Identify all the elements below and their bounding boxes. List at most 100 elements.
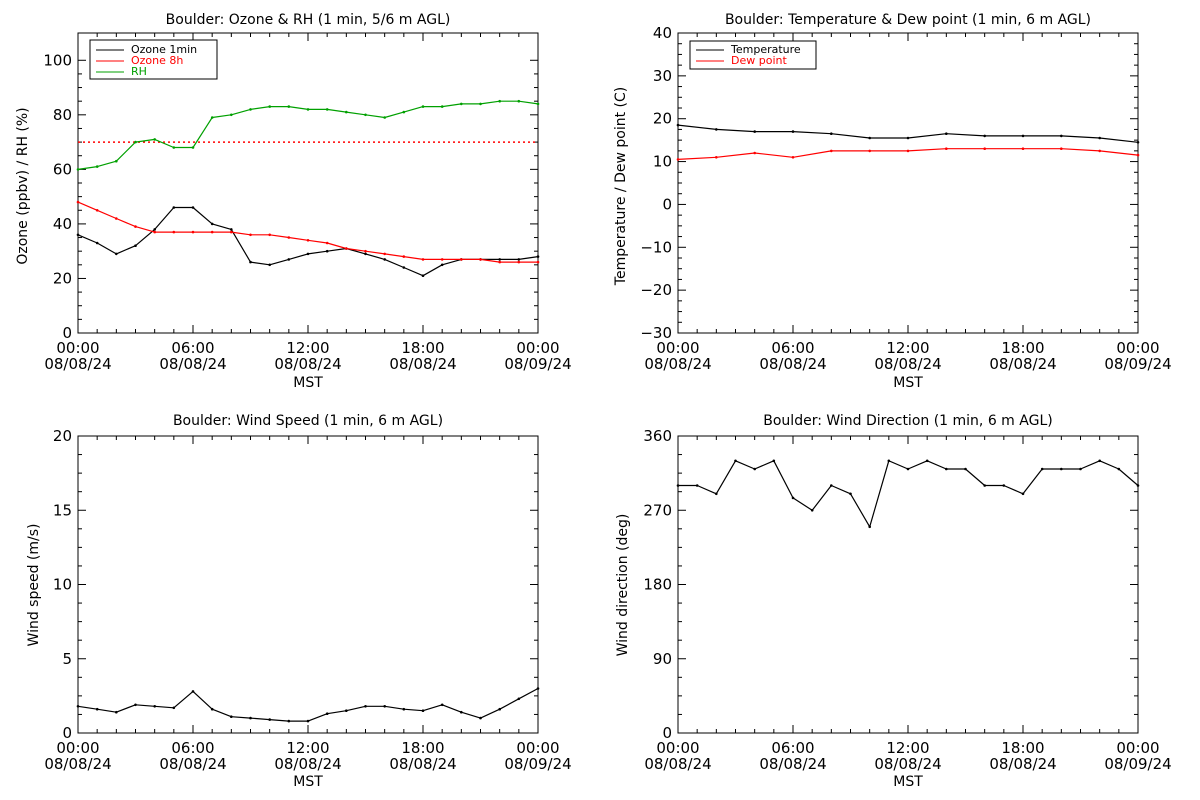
temperature-dewpoint-point-dew-point [983,147,986,150]
ozone-rh-point-rh [230,113,233,117]
wind-direction-point-series-0 [695,484,699,487]
wind-speed-x-tick-time: 06:00 [171,739,214,757]
ozone-rh-point-ozone-8h [383,252,387,256]
legend-label-temperature: Temperature [730,43,801,56]
ozone-rh-point-ozone-8h [325,241,329,245]
ozone-rh-x-tick-time: 00:00 [56,339,99,357]
wind-speed-point-series-0 [460,710,463,714]
wind-speed-point-series-0 [421,709,425,712]
ozone-rh-point-rh [134,140,137,144]
ozone-rh-point-rh [479,102,482,106]
wind-speed-point-series-0 [249,716,252,720]
temperature-dewpoint-point-temperature [1021,134,1025,138]
wind-direction-point-series-0 [1079,467,1082,471]
ozone-rh-point-ozone-1min [191,206,195,209]
temperature-dewpoint-point-dew-point [868,149,871,153]
wind-speed-point-series-0 [153,705,156,708]
temperature-dewpoint-point-dew-point [830,149,833,153]
wind-direction-ylabel: Wind direction (deg) [615,514,631,657]
temperature-dewpoint-point-temperature [1136,141,1140,144]
wind-speed-point-series-0 [479,716,482,720]
wind-direction-y-tick-label: 0 [662,724,672,742]
temperature-dewpoint-y-tick-label: −30 [640,324,672,342]
wind-direction-point-series-0 [810,509,814,512]
ozone-rh-point-ozone-1min [325,249,329,253]
wind-direction-point-series-0 [925,459,929,463]
ozone-rh-point-ozone-8h [402,255,406,258]
ozone-rh-point-ozone-1min [76,233,80,237]
wind-direction-point-series-0 [772,459,776,463]
ozone-rh-point-rh [325,108,329,111]
wind-speed-ylabel: Wind speed (m/s) [26,524,42,647]
legend-label-rh: RH [131,65,147,78]
wind-direction-point-series-0 [1117,467,1121,471]
wind-direction-point-series-0 [849,492,852,496]
ozone-rh-point-ozone-1min [383,258,387,261]
wind-direction-title: Boulder: Wind Direction (1 min, 6 m AGL) [763,413,1052,429]
ozone-rh-point-rh [268,105,272,108]
wind-speed-point-series-0 [230,715,233,718]
wind-speed-y-tick-label: 10 [53,576,72,594]
ozone-rh-point-rh [191,146,195,149]
wind-direction-x-tick-time: 06:00 [771,739,814,757]
temperature-dewpoint-panel: Boulder: Temperature & Dew point (1 min,… [613,12,1172,391]
ozone-rh-point-ozone-1min [95,241,99,245]
ozone-rh-x-tick-date: 08/09/24 [504,355,571,373]
temperature-dewpoint-point-temperature [753,130,756,133]
ozone-rh-point-rh [287,105,291,108]
ozone-rh-point-rh [421,105,425,108]
ozone-rh-point-ozone-8h [230,230,233,234]
ozone-rh-point-ozone-8h [76,200,80,204]
temperature-dewpoint-point-temperature [945,132,948,135]
ozone-rh-point-rh [306,108,310,111]
ozone-rh-point-rh [153,138,156,141]
wind-speed-point-series-0 [306,719,310,723]
ozone-rh-point-ozone-8h [517,260,521,264]
wind-speed-point-series-0 [402,707,406,711]
wind-direction-point-series-0 [945,467,948,471]
wind-speed-point-series-0 [287,719,291,723]
temperature-dewpoint-y-tick-label: 0 [662,195,672,213]
temperature-dewpoint-y-tick-label: −10 [640,238,672,256]
ozone-rh-point-rh [440,105,444,108]
temperature-dewpoint-point-dew-point [1136,153,1140,157]
ozone-rh-point-ozone-8h [364,249,367,253]
wind-direction-point-series-0 [983,484,986,487]
wind-speed-y-tick-label: 15 [53,501,72,519]
ozone-rh-y-tick-label: 40 [53,215,72,233]
temperature-dewpoint-point-dew-point [715,156,718,159]
temperature-dewpoint-point-temperature [791,130,795,133]
wind-speed-x-tick-time: 18:00 [401,739,444,757]
ozone-rh-point-ozone-8h [287,236,291,239]
temperature-dewpoint-title: Boulder: Temperature & Dew point (1 min,… [725,12,1091,28]
ozone-rh-x-tick-date: 08/08/24 [44,355,111,373]
ozone-rh-point-ozone-1min [402,266,406,269]
wind-direction-y-tick-label: 180 [643,576,672,594]
ozone-rh-point-ozone-8h [306,239,310,242]
temperature-dewpoint-point-temperature [906,136,910,140]
ozone-rh-point-ozone-1min [249,260,252,264]
ozone-rh-point-ozone-1min [153,228,156,231]
wind-direction-point-series-0 [734,459,737,463]
ozone-rh-point-rh [172,146,176,149]
temperature-dewpoint-point-temperature [676,123,680,127]
temperature-dewpoint-legend-box [689,40,817,70]
ozone-rh-xlabel: MST [293,375,323,391]
wind-speed-point-series-0 [76,705,80,708]
ozone-rh-point-rh [460,102,463,106]
wind-direction-point-series-0 [753,467,756,471]
ozone-rh-ylabel: Ozone (ppbv) / RH (%) [15,107,31,264]
temperature-dewpoint-ylabel: Temperature / Dew point (C) [613,87,629,286]
temperature-dewpoint-x-tick-date: 08/08/24 [759,355,826,373]
wind-direction-point-series-0 [964,467,967,471]
ozone-rh-point-rh [517,99,521,103]
ozone-rh-point-ozone-1min [210,222,214,226]
ozone-rh-point-ozone-8h [134,225,137,228]
wind-speed-point-series-0 [95,707,99,711]
wind-direction-point-series-0 [791,496,795,500]
wind-speed-point-series-0 [172,706,176,710]
wind-speed-panel: Boulder: Wind Speed (1 min, 6 m AGL) MST… [26,413,572,790]
ozone-rh-y-tick-label: 100 [43,51,72,69]
